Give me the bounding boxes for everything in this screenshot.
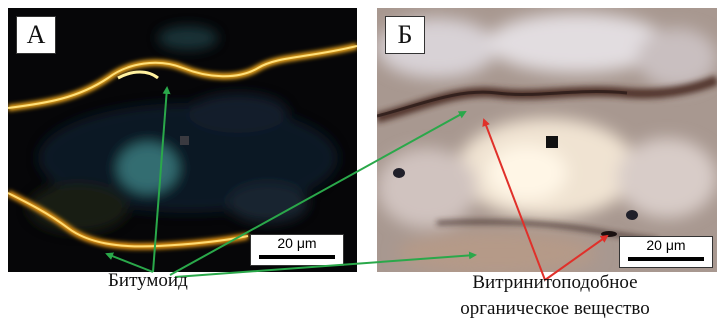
vitrinite-label-line2: органическое вещество [460, 298, 650, 319]
scale-label-a: 20 μm [277, 235, 317, 251]
vitrinite-label: Витринитоподобное органическое вещество [405, 270, 705, 322]
panel-letter-a: А [16, 16, 56, 54]
reflected-light-micrograph-image [377, 8, 717, 272]
panel-letter-b: Б [385, 16, 425, 54]
fluorescence-micrograph-image [8, 8, 357, 272]
micrograph-panel-b: Б 20 μm [377, 8, 717, 272]
scale-bar-line-a [259, 255, 335, 259]
scale-bar-line-b [628, 257, 704, 261]
vitrinite-label-line1: Витринитоподобное [472, 272, 638, 293]
scale-label-b: 20 μm [646, 237, 686, 253]
micrograph-panel-a: А 20 μm [8, 8, 357, 272]
bitumoid-label: Битумоид [108, 270, 188, 291]
scale-bar-a: 20 μm [250, 234, 344, 266]
scale-bar-b: 20 μm [619, 236, 713, 268]
